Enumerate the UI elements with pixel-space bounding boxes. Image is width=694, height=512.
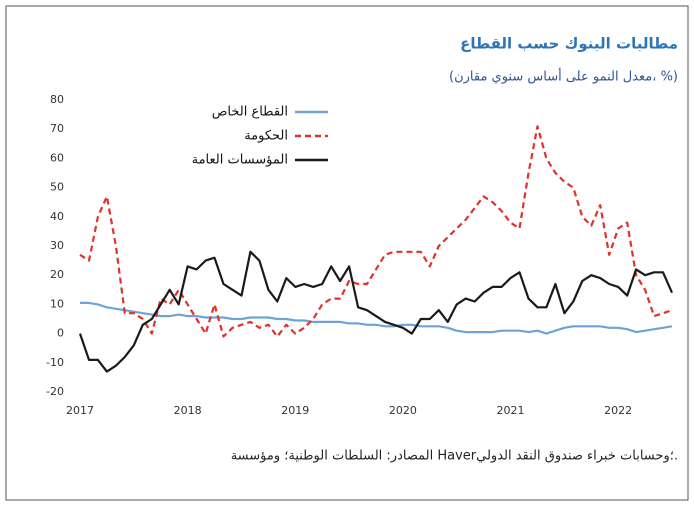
- x-tick-label: 2017: [66, 404, 94, 417]
- x-tick-label: 2022: [604, 404, 632, 417]
- y-tick-label: 60: [50, 151, 64, 164]
- y-tick-label: -10: [46, 356, 64, 369]
- y-tick-label: 50: [50, 181, 64, 194]
- x-tick-label: 2021: [497, 404, 525, 417]
- legend-label: القطاع الخاص: [212, 105, 288, 120]
- y-tick-label: 10: [50, 297, 64, 310]
- series-line: [78, 250, 674, 373]
- series-line: [79, 125, 673, 338]
- frame: [5, 5, 689, 501]
- x-tick-label: 2019: [281, 404, 309, 417]
- legend-label: المؤسسات العامة: [192, 153, 288, 168]
- y-tick-label: 20: [50, 268, 64, 281]
- x-tick-label: 2020: [389, 404, 417, 417]
- chart-title: مطالبات البنوك حسب القطاع: [460, 35, 678, 53]
- legend-label: الحكومة: [244, 129, 288, 144]
- y-tick-label: 80: [50, 93, 64, 106]
- chart-subtitle: (معدل النمو على أساس سنوي مقارن، %): [449, 68, 678, 85]
- source-note: المصادر: السلطات الوطنية؛ ومؤسسة Haver؛و…: [231, 449, 678, 464]
- y-tick-label: 40: [50, 210, 64, 223]
- y-tick-label: 30: [50, 239, 64, 252]
- y-tick-label: 70: [50, 122, 64, 135]
- y-tick-label: -20: [46, 385, 64, 398]
- x-tick-label: 2018: [174, 404, 202, 417]
- series-line: [80, 301, 673, 335]
- y-tick-label: 0: [57, 327, 64, 340]
